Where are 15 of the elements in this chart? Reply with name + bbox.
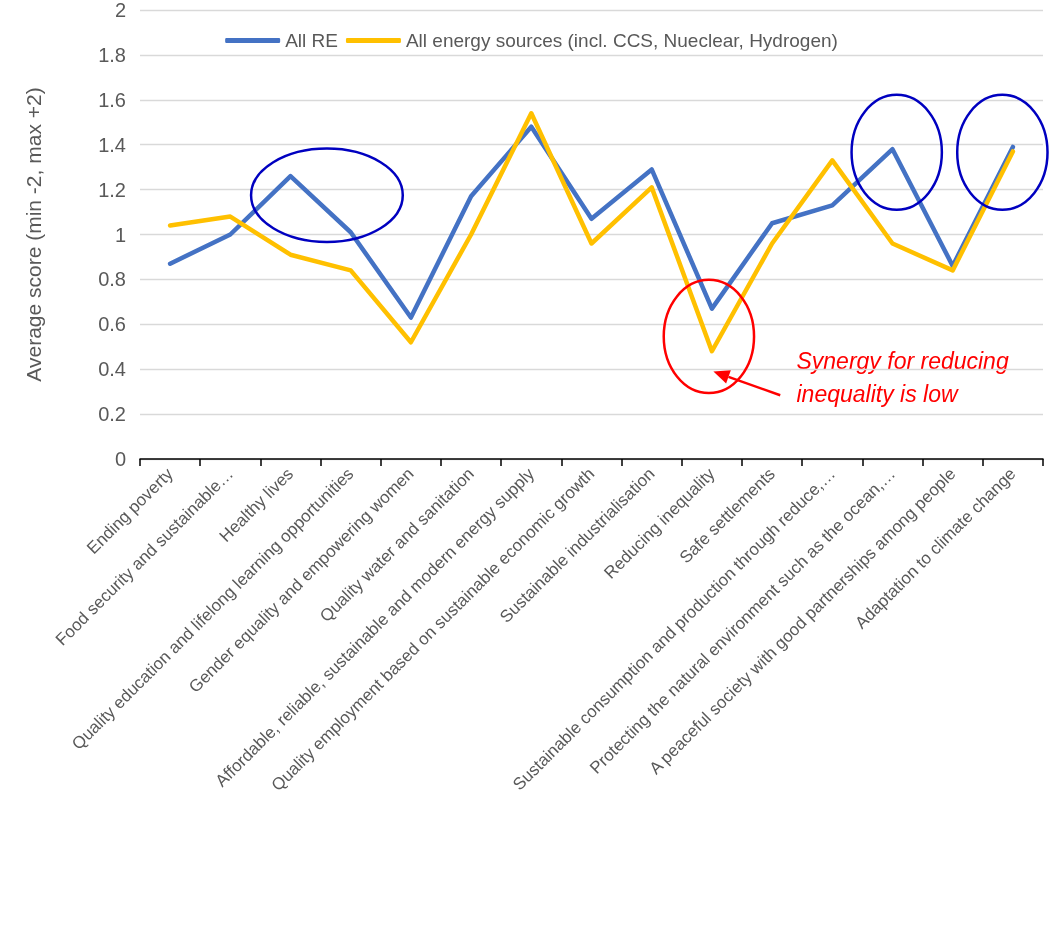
y-tick-label: 1.2	[98, 178, 126, 201]
y-tick-label: 0.4	[98, 358, 126, 381]
y-tick-label: 1	[114, 223, 126, 246]
y-tick-label: 0.6	[98, 313, 126, 336]
y-axis-title: Average score (min -2, max +2)	[22, 87, 45, 382]
legend-label: All energy sources (incl. CCS, Nueclear, Hydrogen)	[405, 30, 838, 51]
y-tick-label: 2	[114, 0, 126, 21]
annotation: Synergy for reducing inequality is low	[796, 348, 1016, 408]
y-tick-label: 1.8	[98, 43, 126, 66]
legend-label: All RE	[285, 30, 338, 51]
y-tick-label: 0.8	[98, 268, 126, 291]
y-tick-label: 0.2	[98, 403, 126, 426]
y-tick-label: 0	[114, 448, 126, 470]
y-tick-label: 1.4	[98, 133, 126, 156]
y-tick-label: 1.6	[98, 88, 126, 111]
